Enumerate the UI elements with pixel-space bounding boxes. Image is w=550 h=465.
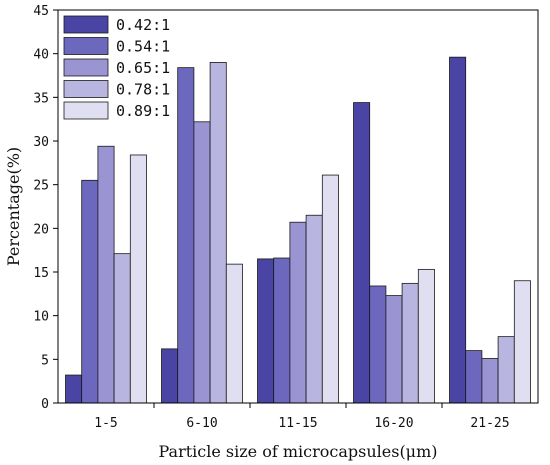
bar-0.89-1-21-25 bbox=[513, 280, 531, 404]
bars-layer bbox=[65, 56, 531, 404]
x-tick-label: 6-10 bbox=[186, 416, 217, 431]
bar-0.54-1-16-20 bbox=[369, 285, 387, 404]
legend-swatch bbox=[63, 80, 109, 98]
plot-frame bbox=[57, 9, 539, 404]
bar-0.89-1-6-10 bbox=[225, 263, 243, 404]
bar-0.54-1-1-5 bbox=[81, 179, 99, 404]
y-tick-label: 30 bbox=[33, 135, 49, 150]
legend-label: 0.78:1 bbox=[116, 81, 170, 99]
legend-label: 0.54:1 bbox=[116, 38, 170, 56]
bar-0.78-1-6-10 bbox=[209, 62, 227, 404]
x-tick-label: 16-20 bbox=[374, 416, 413, 431]
bar-0.89-1-1-5 bbox=[129, 154, 147, 404]
x-axis: 1-5 6-10 11-15 16-20 21-25 bbox=[94, 403, 510, 431]
bar-0.42-1-16-20 bbox=[353, 102, 371, 404]
bar-0.54-1-21-25 bbox=[465, 350, 483, 404]
bar-0.65-1-1-5 bbox=[97, 145, 115, 404]
legend-swatch bbox=[63, 58, 109, 77]
legend-swatch bbox=[63, 15, 109, 34]
bar-0.42-1-11-15 bbox=[257, 258, 275, 404]
bar-0.42-1-1-5 bbox=[65, 374, 83, 404]
y-tick-label: 5 bbox=[41, 353, 49, 368]
legend-label: 0.89:1 bbox=[116, 102, 170, 120]
bar-0.65-1-16-20 bbox=[385, 295, 403, 404]
bar-0.54-1-11-15 bbox=[273, 257, 291, 404]
legend-label: 0.65:1 bbox=[116, 59, 170, 77]
legend: 0.42:1 0.54:1 0.65:1 0.78:1 0.89:1 bbox=[63, 15, 170, 120]
bar-0.89-1-16-20 bbox=[417, 268, 435, 404]
bar-0.78-1-16-20 bbox=[401, 282, 419, 404]
bar-0.42-1-21-25 bbox=[449, 56, 467, 404]
legend-swatch bbox=[63, 101, 109, 120]
legend-label: 0.42:1 bbox=[116, 16, 170, 34]
y-axis-title: Percentage(%) bbox=[4, 147, 23, 266]
bar-0.65-1-6-10 bbox=[193, 121, 211, 404]
bar-0.42-1-6-10 bbox=[161, 348, 179, 404]
y-tick-label: 10 bbox=[33, 310, 49, 325]
x-tick-label: 1-5 bbox=[94, 416, 117, 431]
x-tick-label: 11-15 bbox=[278, 416, 317, 431]
y-tick-label: 25 bbox=[33, 179, 49, 194]
y-tick-label: 40 bbox=[33, 48, 49, 63]
y-axis: 0 5 10 15 20 25 30 35 40 45 bbox=[33, 4, 58, 412]
bar-0.89-1-11-15 bbox=[321, 174, 339, 404]
bar-0.65-1-11-15 bbox=[289, 221, 307, 404]
bar-0.78-1-11-15 bbox=[305, 214, 323, 404]
bar-0.54-1-6-10 bbox=[177, 67, 195, 404]
x-tick-label: 21-25 bbox=[470, 416, 509, 431]
y-tick-label: 20 bbox=[33, 222, 49, 237]
bar-0.65-1-21-25 bbox=[481, 358, 499, 404]
y-tick-label: 15 bbox=[33, 266, 49, 281]
bar-0.78-1-1-5 bbox=[113, 253, 131, 404]
y-tick-label: 35 bbox=[33, 91, 49, 106]
legend-swatch bbox=[63, 37, 109, 55]
y-tick-label: 45 bbox=[33, 4, 49, 19]
y-tick-label: 0 bbox=[41, 397, 49, 412]
x-axis-title: Particle size of microcapsules(μm) bbox=[158, 442, 437, 461]
bar-0.78-1-21-25 bbox=[497, 336, 515, 404]
